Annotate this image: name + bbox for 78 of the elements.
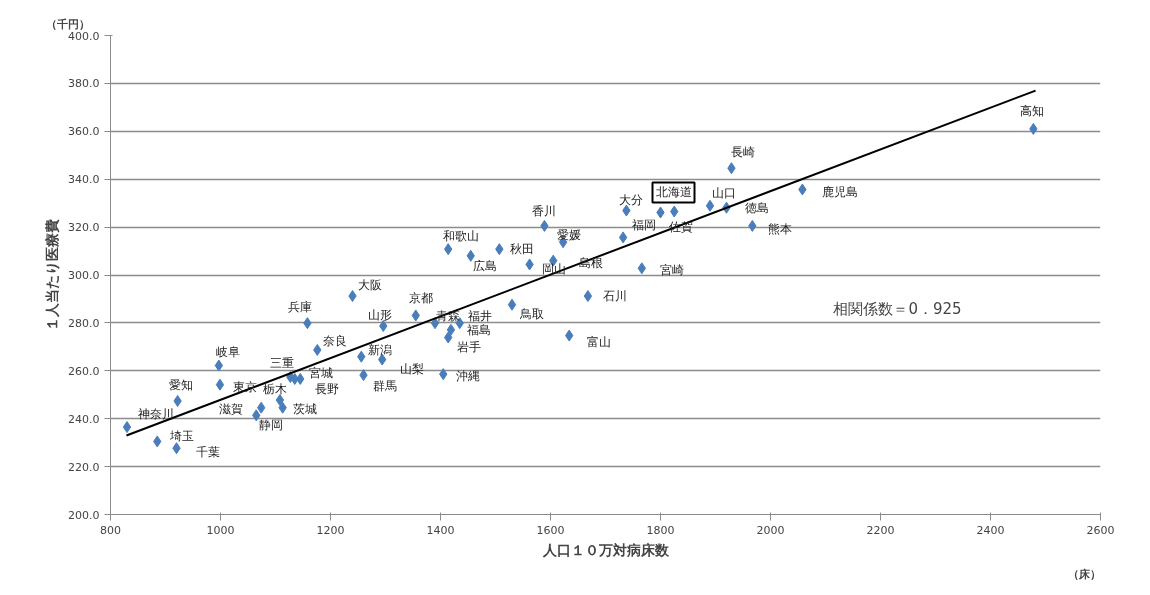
annotation: 奈良 [323,333,348,348]
annotation: 広島 [472,258,497,273]
annotation: 静岡 [259,418,284,433]
x-tick-label: 2400 [976,523,1005,537]
annotation: 愛知 [168,377,193,392]
annotation: 富山 [587,334,612,349]
y-tick-label: 260.0 [68,364,100,378]
annotation: 神奈川 [138,407,174,422]
annotation: 香川 [532,203,557,218]
x-tick-label: 1800 [646,523,675,537]
y-tick-label: 320.0 [68,221,100,235]
point [507,298,517,311]
annotation: 滋賀 [219,401,244,416]
annotation: 宮崎 [659,263,684,278]
annotation: 福島 [466,322,491,337]
text: （千円） [45,17,90,31]
annotation: 福井 [467,309,492,324]
annotation: 大阪 [357,278,382,293]
point [215,378,225,391]
annotation: 岩手 [457,339,482,354]
annotation: 長野 [315,381,340,396]
annotation: 三重 [270,356,295,371]
y-tick-label: 380.0 [68,77,100,91]
annotation: 石川 [602,289,627,304]
annotation: 長崎 [731,145,756,160]
x-tick-label: 1200 [316,523,345,537]
annotation: 秋田 [510,242,535,257]
y-tick-label: 240.0 [68,412,100,426]
point [275,394,285,407]
annotation: 大分 [619,192,644,207]
annotation: 徳島 [744,200,769,215]
annotation: 北海道 [655,185,692,200]
annotation: 和歌山 [443,229,480,244]
x-tick-label: 2000 [756,523,785,537]
x-tick-label: 1400 [426,523,455,537]
annotation: 千葉 [195,445,220,460]
annotation: 茨城 [292,401,317,416]
point [214,359,224,372]
annotation: 福岡 [632,218,657,233]
annotation: 兵庫 [288,300,313,315]
annotation: 新潟 [368,342,393,357]
y-tick-label: 220.0 [68,460,100,474]
x-tick-label: 1600 [536,523,565,537]
point [122,421,132,434]
x-tick-label: 1000 [206,523,235,537]
text: （床） [1067,567,1101,581]
annotation: 熊本 [768,221,793,236]
annotation: 宮城 [308,365,333,380]
point [618,231,628,244]
annotation: 相関係数＝0．925 [833,299,962,318]
point [583,290,593,303]
annotation: 鳥取 [519,306,544,321]
annotation: 山梨 [400,361,425,376]
annotation: 京都 [408,291,433,306]
x-tick-label: 2200 [866,523,895,537]
y-tick-label: 280.0 [68,316,100,330]
x-axis-title: 人口１０万対病床数 [541,541,670,558]
annotation: 栃木 [262,382,287,397]
annotation: 高知 [1020,103,1045,118]
y-tick-label: 360.0 [68,125,100,139]
annotation: 鹿児島 [822,185,859,200]
y-axis-title: １人当たり医療費 [44,219,61,331]
x-tick-label: 2600 [1086,523,1115,537]
y-tick-label: 400.0 [68,29,100,43]
x-tick-label: 800 [100,523,121,537]
annotation: 山形 [368,308,393,323]
point [705,199,715,212]
annotation: 山口 [712,185,736,200]
annotation: 埼玉 [169,429,195,444]
annotation: 沖縄 [456,369,481,384]
point [446,323,456,336]
y-tick-label: 200.0 [68,508,100,522]
annotation: 群馬 [372,379,397,394]
y-tick-label: 300.0 [68,269,100,282]
annotation: 岐阜 [215,344,240,359]
annotation: 愛媛 [557,228,582,243]
annotation: 佐賀 [669,219,694,234]
y-tick-label: 340.0 [68,173,100,187]
